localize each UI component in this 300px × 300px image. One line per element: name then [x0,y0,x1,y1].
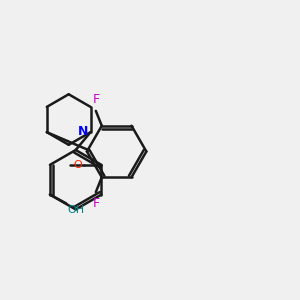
Text: N: N [78,125,88,138]
Text: O: O [74,160,82,170]
Text: F: F [92,93,99,106]
Text: OH: OH [68,205,85,215]
Text: F: F [92,196,99,209]
